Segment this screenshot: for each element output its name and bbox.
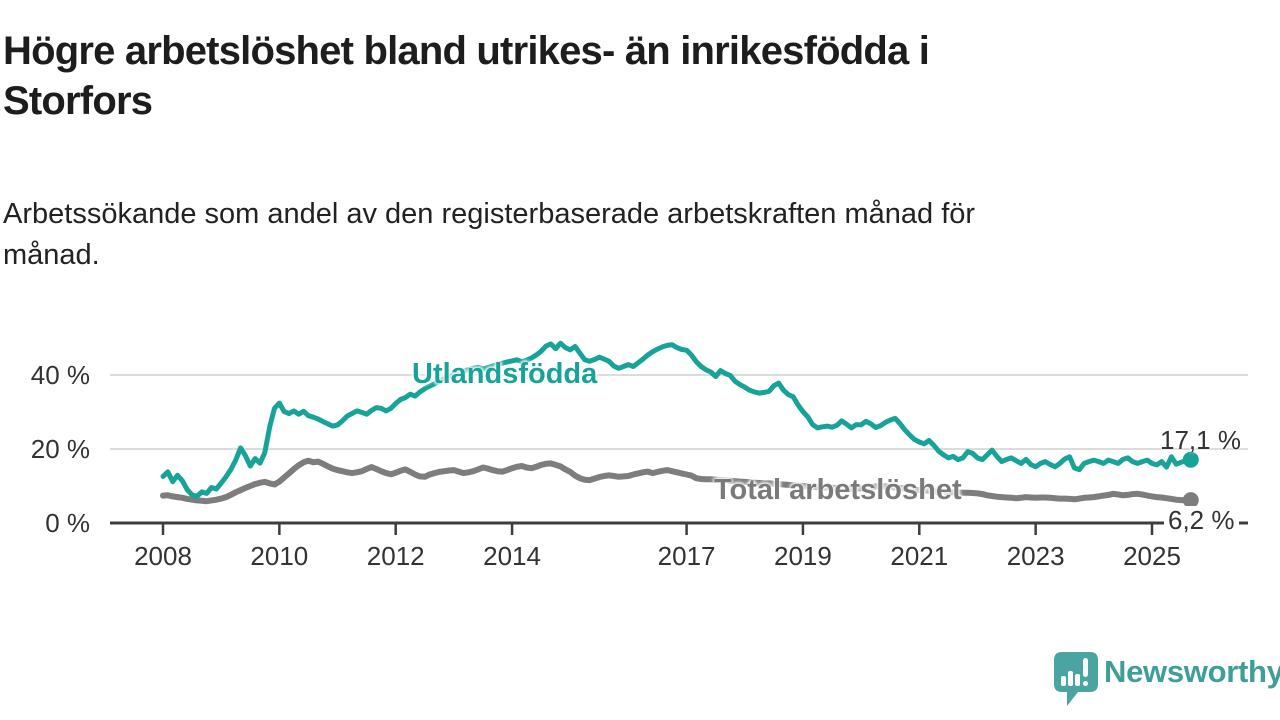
y-tick-label: 40 % bbox=[30, 360, 90, 390]
x-tick-label: 2023 bbox=[1006, 541, 1065, 571]
x-tick-label: 2017 bbox=[657, 541, 716, 571]
series-label-utlandsfodda: Utlandsfödda bbox=[412, 358, 598, 390]
x-tick-label: 2021 bbox=[890, 541, 949, 571]
y-tick-label: 0 % bbox=[45, 508, 90, 538]
x-tick-label: 2025 bbox=[1123, 541, 1181, 571]
x-tick-label: 2012 bbox=[366, 541, 425, 571]
page-subtitle: Arbetssökande som andel av den registerb… bbox=[3, 198, 976, 271]
x-axis bbox=[110, 521, 1248, 535]
end-value-label-total: 6,2 % bbox=[1164, 506, 1239, 534]
y-tick-label: 20 % bbox=[30, 434, 90, 464]
series-end-dots bbox=[1182, 451, 1199, 509]
series-lines bbox=[160, 340, 1194, 505]
newsworthy-speech-bubble-chart-icon bbox=[1054, 652, 1098, 706]
page-title: Högre arbetslöshet bland utrikes- än inr… bbox=[3, 29, 930, 123]
x-tick-label: 2019 bbox=[774, 541, 832, 571]
series-label-total-arbetsloshet: Total arbetslöshet bbox=[714, 474, 962, 506]
horizontal-gridlines bbox=[110, 374, 1248, 450]
x-tick-label: 2014 bbox=[483, 541, 541, 571]
x-tick-label: 2010 bbox=[250, 541, 309, 571]
newsworthy-logo: Newsworthy bbox=[1052, 648, 1280, 706]
end-value-label-utlandsfodda: 17,1 % bbox=[1160, 425, 1241, 455]
x-tick-label: 2008 bbox=[134, 541, 192, 571]
newsworthy-wordmark: Newsworthy bbox=[1104, 654, 1280, 689]
